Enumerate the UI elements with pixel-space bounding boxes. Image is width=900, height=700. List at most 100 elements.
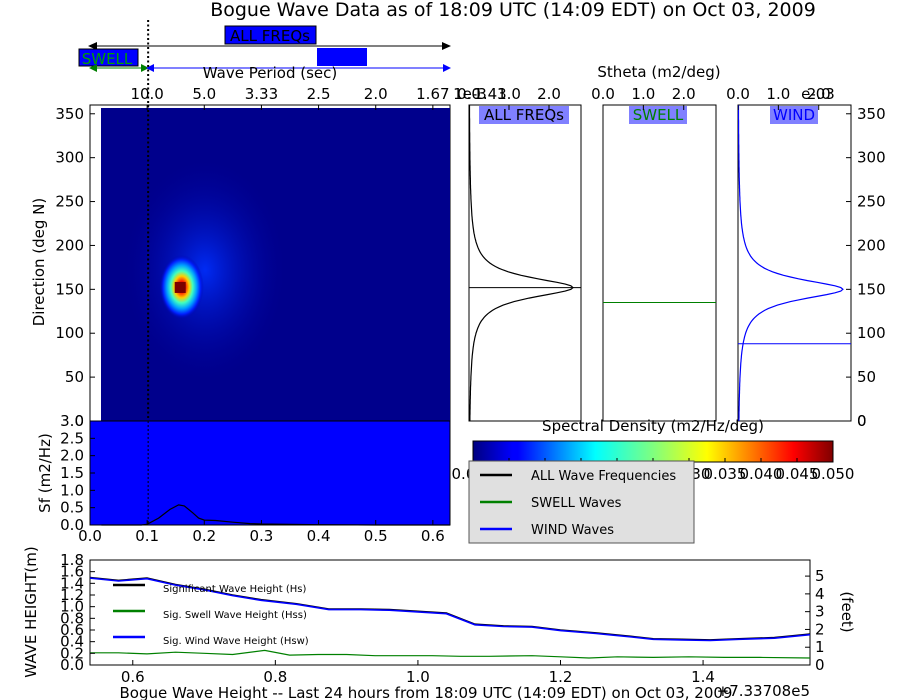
stheta-x-tick-label: 0.0 xyxy=(726,85,750,103)
stheta-all-panel: ALL FREQs 0.0 1.0 2.0 1e-3 xyxy=(453,85,582,422)
legend-wind-label: WIND Waves xyxy=(531,523,614,538)
stheta-x-tick-label: 2.0 xyxy=(537,85,561,103)
history-x-tick-label: 1.0 xyxy=(406,668,430,686)
stheta-all-label: ALL FREQs xyxy=(484,106,564,124)
swell-arrow-left xyxy=(89,64,97,72)
all-freqs-banner-label: ALL FREQs xyxy=(230,27,310,45)
history-x-tick-label: 1.2 xyxy=(549,668,573,686)
stheta-wind-axes xyxy=(737,104,852,422)
history-y-tick-label: 0.8 xyxy=(60,609,84,627)
figure-title: Bogue Wave Data as of 18:09 UTC (14:09 E… xyxy=(210,0,816,21)
stheta-swell-label: SWELL xyxy=(633,106,684,124)
spectrum-y-tick-label: 1.5 xyxy=(60,464,84,482)
heatmap-x-tick-label: 2.5 xyxy=(307,85,331,103)
wind-arrow-right xyxy=(443,64,451,72)
colorbar-tick-label: 0.040 xyxy=(740,465,783,483)
stheta-x-tick-label: 1.0 xyxy=(766,85,790,103)
spectrum-ticks: 0.0 0.1 0.2 0.3 0.4 0.5 0.60.00.51.01.52.02.53… xyxy=(60,412,445,545)
heatmap-y-tick-label: 300 xyxy=(55,149,84,167)
history-legend-hsw-label: Sig. Wind Wave Height (Hsw) xyxy=(163,636,309,647)
all-freqs-label-box xyxy=(224,25,317,45)
heatmap-y-tick-label: 200 xyxy=(55,236,84,254)
spectrum-x-tick-label: 0.5 xyxy=(364,527,388,545)
stheta-wind-y-tick-label: 0 xyxy=(857,412,867,430)
heatmap-y-tick-label: 250 xyxy=(55,193,84,211)
wind-label-box xyxy=(317,48,367,66)
history-axes xyxy=(89,559,811,666)
history-legend-hss-label: Sig. Swell Wave Height (Hss) xyxy=(163,610,307,621)
heatmap-x-tick-label: 2.0 xyxy=(364,85,388,103)
spectrum-x-tick-label: 0.1 xyxy=(135,527,159,545)
spectrum-axes-bg xyxy=(89,420,451,526)
colorbar-tick-label: 0.035 xyxy=(704,465,747,483)
stheta-wind-y-tick-label: 250 xyxy=(857,193,886,211)
stheta-wind-offset: e-03 xyxy=(801,85,835,103)
spectrum-x-tick-label: 0.0 xyxy=(78,527,102,545)
stheta-swell-label-box xyxy=(629,106,687,124)
wind-arrow-left xyxy=(146,64,154,72)
stheta-wind-y-tick-label: 50 xyxy=(857,368,876,386)
spectrum-y-tick-label: 1.0 xyxy=(60,481,84,499)
stheta-wind-curve xyxy=(737,105,844,421)
spectrum-legend: ALL Wave Frequencies SWELL Waves WIND Wa… xyxy=(468,460,695,544)
legend-all-label: ALL Wave Frequencies xyxy=(531,469,676,484)
heatmap-peak-cell xyxy=(174,281,186,293)
history-y-tick-label: 0.2 xyxy=(60,644,84,662)
legend-swell-label: SWELL Waves xyxy=(531,496,622,511)
spectrum-line xyxy=(101,504,450,526)
history-hss-line xyxy=(90,649,811,659)
history-xlabel: Bogue Wave Height -- Last 24 hours from … xyxy=(120,684,733,700)
heatmap-xlabel: Wave Period (sec) xyxy=(203,64,337,82)
history-y-tick-label: 1.6 xyxy=(60,563,84,581)
history-ylabel-right: (feet) xyxy=(838,591,856,632)
history-y-tick-label: 0.6 xyxy=(60,621,84,639)
stheta-all-label-box xyxy=(479,106,569,124)
swell-label-box xyxy=(78,48,139,67)
stheta-swell-axes xyxy=(602,104,717,422)
history-ylabel-left: WAVE HEIGHT(m) xyxy=(22,546,40,677)
history-y-tick-label: 1.8 xyxy=(60,551,84,569)
stheta-all-ticks: 0.0 1.0 2.0 xyxy=(457,85,561,110)
heatmap-x-ticks: 10.0 5.0 3.33 2.5 2.0 1.67 1.43 xyxy=(130,85,507,110)
heatmap-y-tick-label: 150 xyxy=(55,280,84,298)
heatmap-x-tick-label: 5.0 xyxy=(192,85,216,103)
spectrum-y-tick-label: 3.0 xyxy=(60,412,84,430)
history-offset: +7.33708e5 xyxy=(717,682,810,700)
history-y-tick-label: 0.0 xyxy=(60,656,84,674)
stheta-all-curve xyxy=(468,105,574,421)
stheta-wind-y-tick-label: 350 xyxy=(857,105,886,123)
heatmap-y-tick-label: 0 xyxy=(74,412,84,430)
history-y-tick-label: 1.4 xyxy=(60,574,84,592)
heatmap-y-ticks: 0 50 100 150 200 250 300 350 xyxy=(55,105,95,430)
stheta-x-tick-label: 1.0 xyxy=(631,85,655,103)
stheta-x-tick-label: 2.0 xyxy=(672,85,696,103)
heatmap-y-tick-label: 50 xyxy=(65,368,84,386)
spectrum-y-tick-label: 2.0 xyxy=(60,447,84,465)
history-right-tick-label: 5 xyxy=(815,567,825,585)
heatmap-x-tick-label: 10.0 xyxy=(130,85,163,103)
spectrum-ylabel: Sf (m2/Hz) xyxy=(36,433,54,513)
history-x-tick-label: 1.4 xyxy=(691,668,715,686)
swell-banner-label: SWELL xyxy=(82,50,133,68)
history-y-tick-label: 0.4 xyxy=(60,633,84,651)
heatmap-x-tick-label: 1.67 xyxy=(416,85,449,103)
history-ylabel-left-text: WAVE HEIGHT(m) xyxy=(22,546,40,677)
heatmap-haze xyxy=(125,160,285,380)
history-right-tick-label: 4 xyxy=(815,585,825,603)
history-right-tick-label: 3 xyxy=(815,603,825,621)
all-freqs-arrow-left xyxy=(88,42,97,50)
stheta-wind-y-tick-label: 200 xyxy=(857,236,886,254)
stheta-x-tick-label: 0.0 xyxy=(591,85,615,103)
heatmap-y-tick-label: 350 xyxy=(55,105,84,123)
history-right-tick-label: 2 xyxy=(815,620,825,638)
stheta-title: Stheta (m2/deg) xyxy=(597,63,720,81)
stheta-x-tick-label: 2.0 xyxy=(807,85,831,103)
colorbar-tick-label: 0.050 xyxy=(812,465,855,483)
spectrum-y-tick-label: 0.5 xyxy=(60,499,84,517)
stheta-swell-panel: SWELL 0.0 1.0 2.0 xyxy=(591,85,717,422)
colorbar-label: Spectral Density (m2/Hz/deg) xyxy=(542,417,764,435)
wave-height-history-panel: 0.6 0.8 1.0 1.2 1.40.00.20.40.60.81.01.21.41… xyxy=(22,546,856,700)
stheta-x-tick-label: 1.0 xyxy=(497,85,521,103)
stheta-wind-label: WIND xyxy=(773,106,815,124)
